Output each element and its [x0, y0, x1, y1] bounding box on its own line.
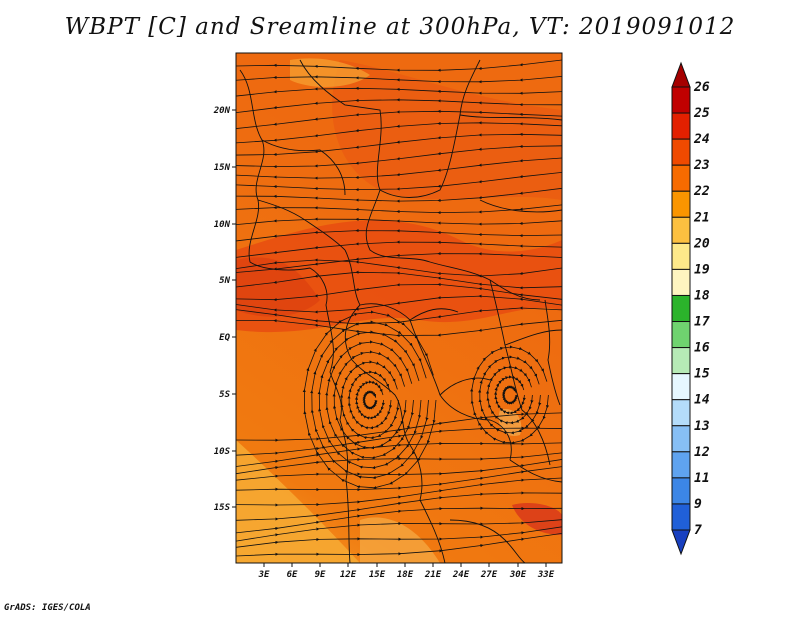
colorbar-label: 18	[694, 288, 710, 303]
y-tick-label: 20N	[213, 106, 231, 116]
colorbar-swatch	[671, 399, 691, 427]
colorbar-label: 21	[693, 210, 710, 225]
y-tick-label: 5S	[219, 390, 230, 400]
x-tick-label: 12E	[340, 570, 357, 580]
x-tick-label: 3E	[258, 570, 270, 580]
streamline	[236, 75, 562, 84]
colorbar-label: 12	[694, 445, 710, 460]
latitude-axis: 20N 15N 10N 5N EQ 5S 10S 15S	[213, 106, 236, 513]
colorbar-swatch	[671, 425, 691, 453]
x-tick-label: 9E	[315, 570, 326, 580]
colorbar-label: 26	[693, 80, 710, 95]
grads-credit: GrADS: IGES/COLA	[4, 603, 91, 613]
colorbar-swatch	[671, 138, 691, 166]
colorbar-label: 25	[693, 106, 710, 121]
streamline	[236, 86, 562, 97]
colorbar-swatch	[671, 477, 691, 505]
streamline	[236, 187, 562, 203]
x-tick-label: 30E	[509, 570, 527, 580]
y-tick-label: EQ	[219, 333, 230, 343]
y-tick-label: 15S	[214, 503, 231, 513]
colorbar-swatch	[671, 164, 691, 192]
streamline	[470, 345, 550, 445]
y-tick-label: 5N	[219, 276, 230, 286]
streamline	[236, 172, 562, 192]
colorbar-bottom-arrow	[671, 529, 691, 556]
streamline	[236, 228, 562, 242]
colorbar-label: 14	[694, 393, 710, 408]
streamlines	[236, 59, 562, 557]
x-tick-label: 6E	[287, 570, 298, 580]
y-tick-label: 10S	[214, 447, 231, 457]
colorbar-label: 20	[693, 236, 710, 251]
y-tick-label: 10N	[214, 220, 231, 230]
colorbar-label: 15	[694, 367, 710, 382]
colorbar-swatch	[671, 190, 691, 218]
colorbar-swatch	[671, 451, 691, 479]
map-border	[235, 52, 563, 564]
colorbar-label: 13	[694, 419, 710, 434]
colorbar-swatch	[671, 112, 691, 140]
x-tick-label: 27E	[480, 570, 498, 580]
colorbar-swatch	[671, 373, 691, 401]
streamline	[236, 240, 562, 258]
streamline	[236, 59, 562, 72]
colorbar-swatch	[671, 347, 691, 375]
colorbar-swatch	[671, 242, 691, 270]
colorbar-swatch	[671, 294, 691, 323]
x-tick-label: 15E	[369, 570, 386, 580]
colorbar-swatch	[671, 216, 691, 244]
colorbar-top-arrow	[671, 61, 691, 88]
streamline	[236, 217, 562, 226]
x-tick-label: 18E	[397, 570, 414, 580]
colorbar-label: 7	[694, 523, 702, 538]
map-title: WBPT [C] and Sreamline at 300hPa, VT: 20…	[64, 14, 736, 40]
x-tick-label: 33E	[537, 570, 555, 580]
map-plot-area	[236, 53, 562, 563]
streamline	[236, 532, 562, 557]
colorbar-swatch	[671, 503, 691, 531]
colorbar-label: 22	[693, 184, 710, 199]
longitude-axis: 3E 6E 9E 12E 15E 18E 21E 24E 27E 30E 33E	[258, 563, 555, 580]
colorbar-label: 23	[693, 158, 710, 173]
streamline	[236, 98, 562, 114]
colorbar-label: 9	[694, 497, 702, 512]
streamline	[236, 204, 562, 215]
colorbar-swatch	[671, 268, 691, 296]
colorbar-label: 16	[694, 341, 710, 356]
colorbar: 26 25 24 23 22 21 20 19 18 17 16 15 14 13 12 11 9 7	[671, 61, 710, 556]
colorbar-label: 19	[694, 262, 710, 277]
colorbar-label: 11	[694, 471, 710, 486]
x-tick-label: 21E	[424, 570, 442, 580]
x-tick-label: 24E	[452, 570, 470, 580]
colorbar-swatch	[671, 86, 691, 114]
colorbar-label: 24	[693, 132, 710, 147]
colorbar-label: 17	[694, 315, 710, 330]
colorbar-swatch	[671, 321, 691, 349]
y-tick-label: 15N	[214, 163, 231, 173]
